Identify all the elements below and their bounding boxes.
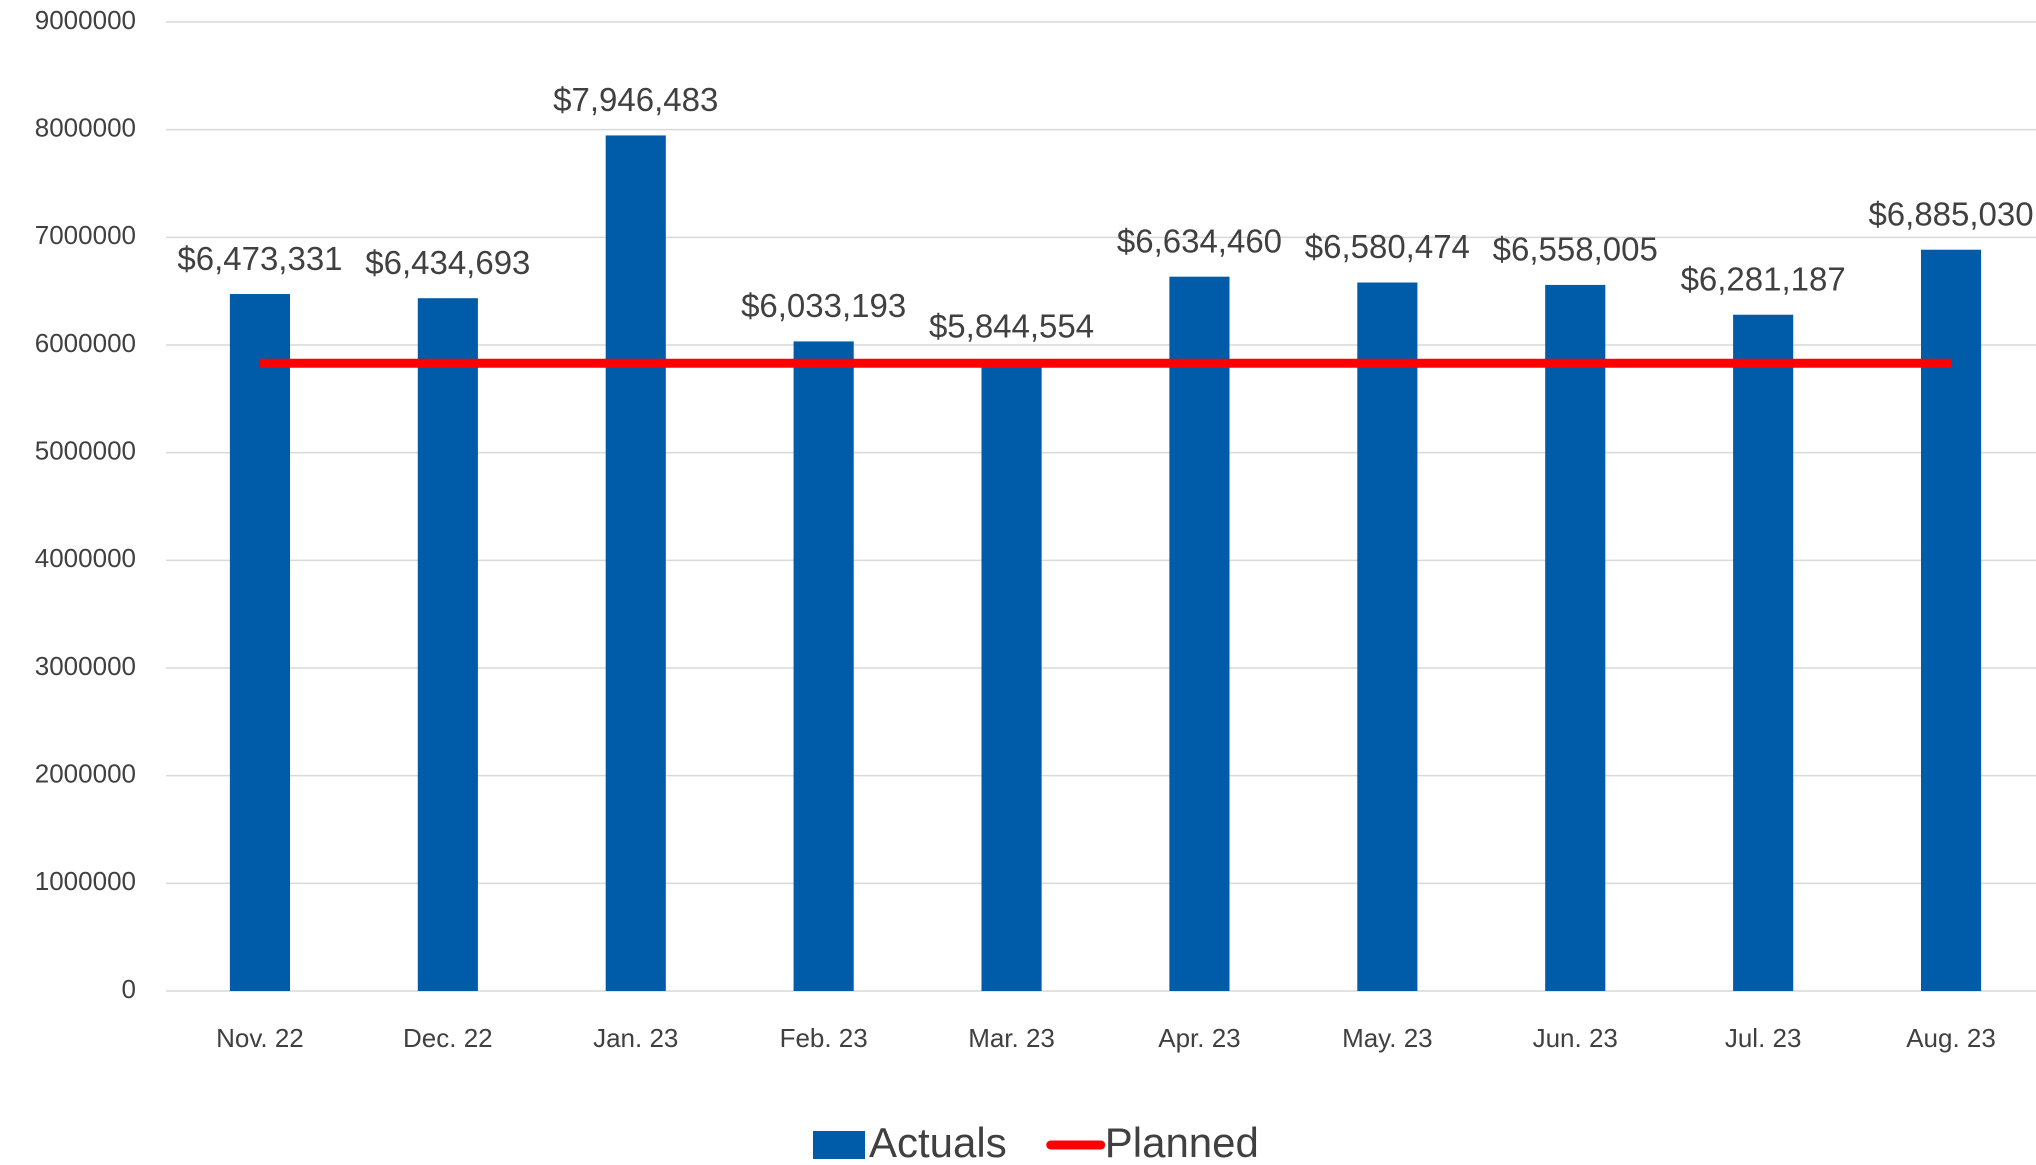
y-tick-label: 2000000 (35, 759, 136, 789)
x-tick-label: Apr. 23 (1158, 1023, 1240, 1053)
data-label: $6,558,005 (1493, 231, 1658, 268)
y-tick-label: 8000000 (35, 113, 136, 143)
data-label: $6,634,460 (1117, 222, 1282, 259)
data-label: $5,844,554 (929, 307, 1094, 344)
bar (417, 298, 478, 991)
y-tick-label: 7000000 (35, 220, 136, 250)
bar (793, 341, 854, 991)
x-tick-label: Aug. 23 (1906, 1023, 1996, 1053)
bar (981, 361, 1042, 992)
x-tick-label: Nov. 22 (216, 1023, 304, 1053)
x-tick-label: Jul. 23 (1725, 1023, 1802, 1053)
y-tick-label: 6000000 (35, 328, 136, 358)
legend-label: Actuals (869, 1119, 1007, 1165)
data-label: $6,885,030 (1868, 195, 2033, 232)
data-label: $6,580,474 (1305, 228, 1470, 265)
y-tick-label: 1000000 (35, 866, 136, 896)
data-label: $6,033,193 (741, 287, 906, 324)
bar (229, 294, 291, 991)
y-tick-label: 3000000 (35, 651, 136, 681)
data-label: $6,281,187 (1681, 260, 1846, 297)
legend-swatch (813, 1131, 865, 1159)
y-tick-label: 9000000 (35, 5, 136, 35)
x-tick-label: Mar. 23 (968, 1023, 1055, 1053)
x-tick-label: May. 23 (1342, 1023, 1433, 1053)
legend-label: Planned (1105, 1119, 1259, 1165)
y-tick-label: 4000000 (35, 543, 136, 573)
data-label: $6,473,331 (177, 240, 342, 277)
x-tick-label: Jan. 23 (593, 1023, 678, 1053)
y-tick-label: 5000000 (35, 436, 136, 466)
data-label: $7,946,483 (553, 81, 718, 118)
bar (1169, 276, 1230, 991)
x-tick-label: Dec. 22 (403, 1023, 493, 1053)
bar (605, 135, 666, 992)
y-tick-label: 0 (122, 974, 136, 1004)
bar (1920, 249, 1982, 991)
bar (1357, 282, 1418, 991)
bar (1733, 314, 1794, 991)
x-tick-label: Feb. 23 (780, 1023, 868, 1053)
x-tick-label: Jun. 23 (1533, 1023, 1618, 1053)
data-label: $6,434,693 (365, 244, 530, 281)
bar (1545, 284, 1606, 991)
